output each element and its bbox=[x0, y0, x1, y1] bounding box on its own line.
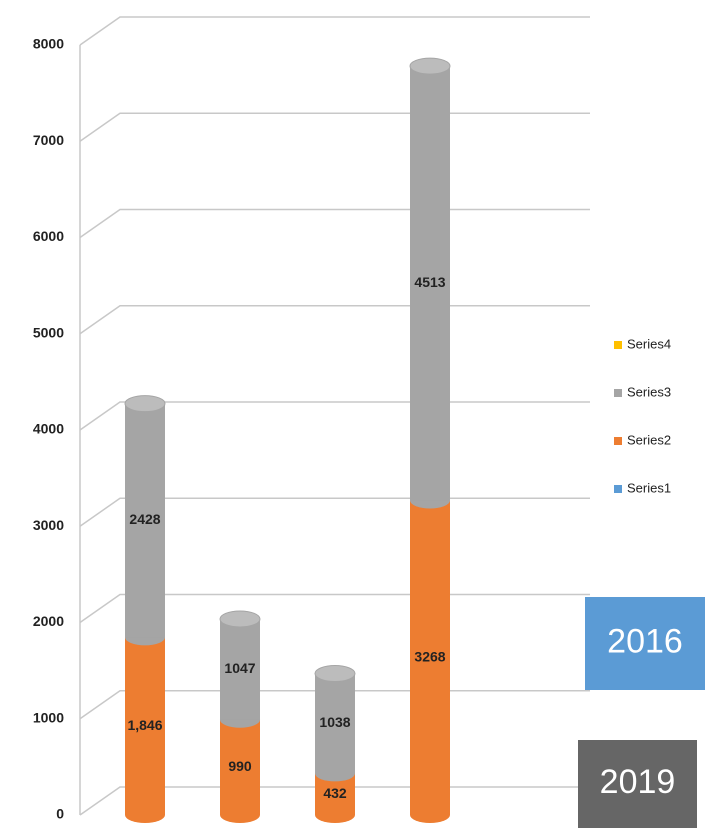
y-tick-label: 6000 bbox=[33, 228, 64, 244]
data-label: 4513 bbox=[414, 274, 445, 290]
bar-segment bbox=[125, 403, 165, 638]
data-label: 1047 bbox=[224, 660, 255, 676]
y-tick-label: 5000 bbox=[33, 324, 64, 340]
legend-swatch bbox=[614, 485, 622, 493]
data-label: 432 bbox=[323, 785, 347, 801]
grid-line bbox=[79, 208, 590, 239]
cylinder-top bbox=[219, 610, 261, 628]
grid-line bbox=[79, 112, 590, 142]
data-label: 3268 bbox=[414, 648, 445, 664]
bar-segment bbox=[220, 719, 260, 815]
annotation-text: 2019 bbox=[600, 763, 676, 801]
annotation-box bbox=[578, 740, 697, 828]
y-tick-label: 2000 bbox=[33, 613, 64, 629]
bar-segment bbox=[220, 618, 260, 720]
data-label: 1038 bbox=[319, 714, 350, 730]
bar-segment bbox=[125, 637, 165, 815]
legend-label: Series3 bbox=[627, 384, 671, 399]
annotation-box bbox=[585, 597, 705, 690]
grid-line bbox=[79, 305, 590, 335]
y-tick-label: 3000 bbox=[33, 517, 64, 533]
y-tick-label: 7000 bbox=[33, 132, 64, 148]
data-label: 1,846 bbox=[127, 717, 162, 733]
cylinder-top bbox=[314, 665, 356, 683]
y-tick-label: 0 bbox=[56, 806, 64, 822]
data-label: 990 bbox=[228, 758, 252, 774]
bar-segment bbox=[410, 500, 450, 815]
grid-line bbox=[79, 16, 590, 46]
annotation-text: 2016 bbox=[607, 622, 683, 660]
cylinder-top bbox=[124, 395, 166, 413]
legend-label: Series1 bbox=[627, 480, 671, 495]
bar-segment bbox=[410, 66, 450, 501]
cylinder-top bbox=[409, 57, 451, 75]
legend-label: Series2 bbox=[627, 432, 671, 447]
legend-label: Series4 bbox=[627, 336, 671, 351]
y-tick-label: 4000 bbox=[33, 421, 64, 437]
y-tick-label: 8000 bbox=[33, 36, 64, 52]
data-label: 2428 bbox=[129, 511, 160, 527]
legend-swatch bbox=[614, 389, 622, 397]
y-tick-label: 1000 bbox=[33, 709, 64, 725]
bar-segment bbox=[315, 673, 355, 774]
legend-swatch bbox=[614, 437, 622, 445]
legend-swatch bbox=[614, 341, 622, 349]
